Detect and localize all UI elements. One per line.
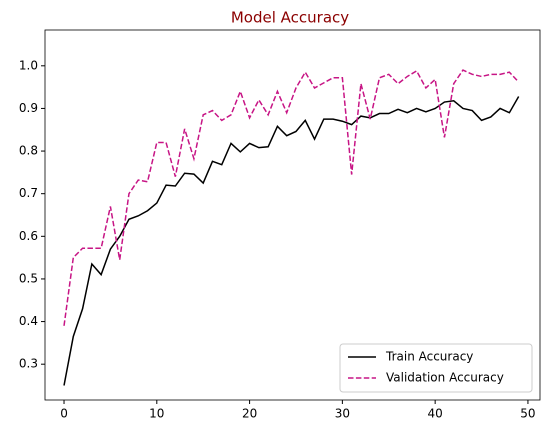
line-series [63,96,520,386]
y-tick-label: 0.8 [19,144,38,158]
x-tick-label: 20 [242,407,257,421]
y-tick-label: 0.6 [19,229,38,243]
legend-label: Train Accuracy [385,350,473,364]
x-tick-label: 0 [60,407,68,421]
chart-title: Model Accuracy [231,9,349,27]
y-tick-label: 0.9 [19,101,38,115]
x-tick-label: 30 [335,407,350,421]
x-tick-label: 50 [520,407,535,421]
y-tick-label: 1.0 [19,58,38,72]
y-tick-label: 0.4 [19,314,38,328]
legend-box [339,343,533,393]
x-tick-label: 10 [149,407,164,421]
legend: Train Accuracy Validation Accuracy [339,343,533,393]
legend-label: Validation Accuracy [386,371,504,385]
y-tick-label: 0.5 [19,271,38,285]
x-tick-label: 40 [428,407,443,421]
y-tick-label: 0.3 [19,357,38,371]
y-tick-label: 0.7 [19,186,38,200]
line-series [63,69,520,326]
plot-frame [44,29,541,401]
